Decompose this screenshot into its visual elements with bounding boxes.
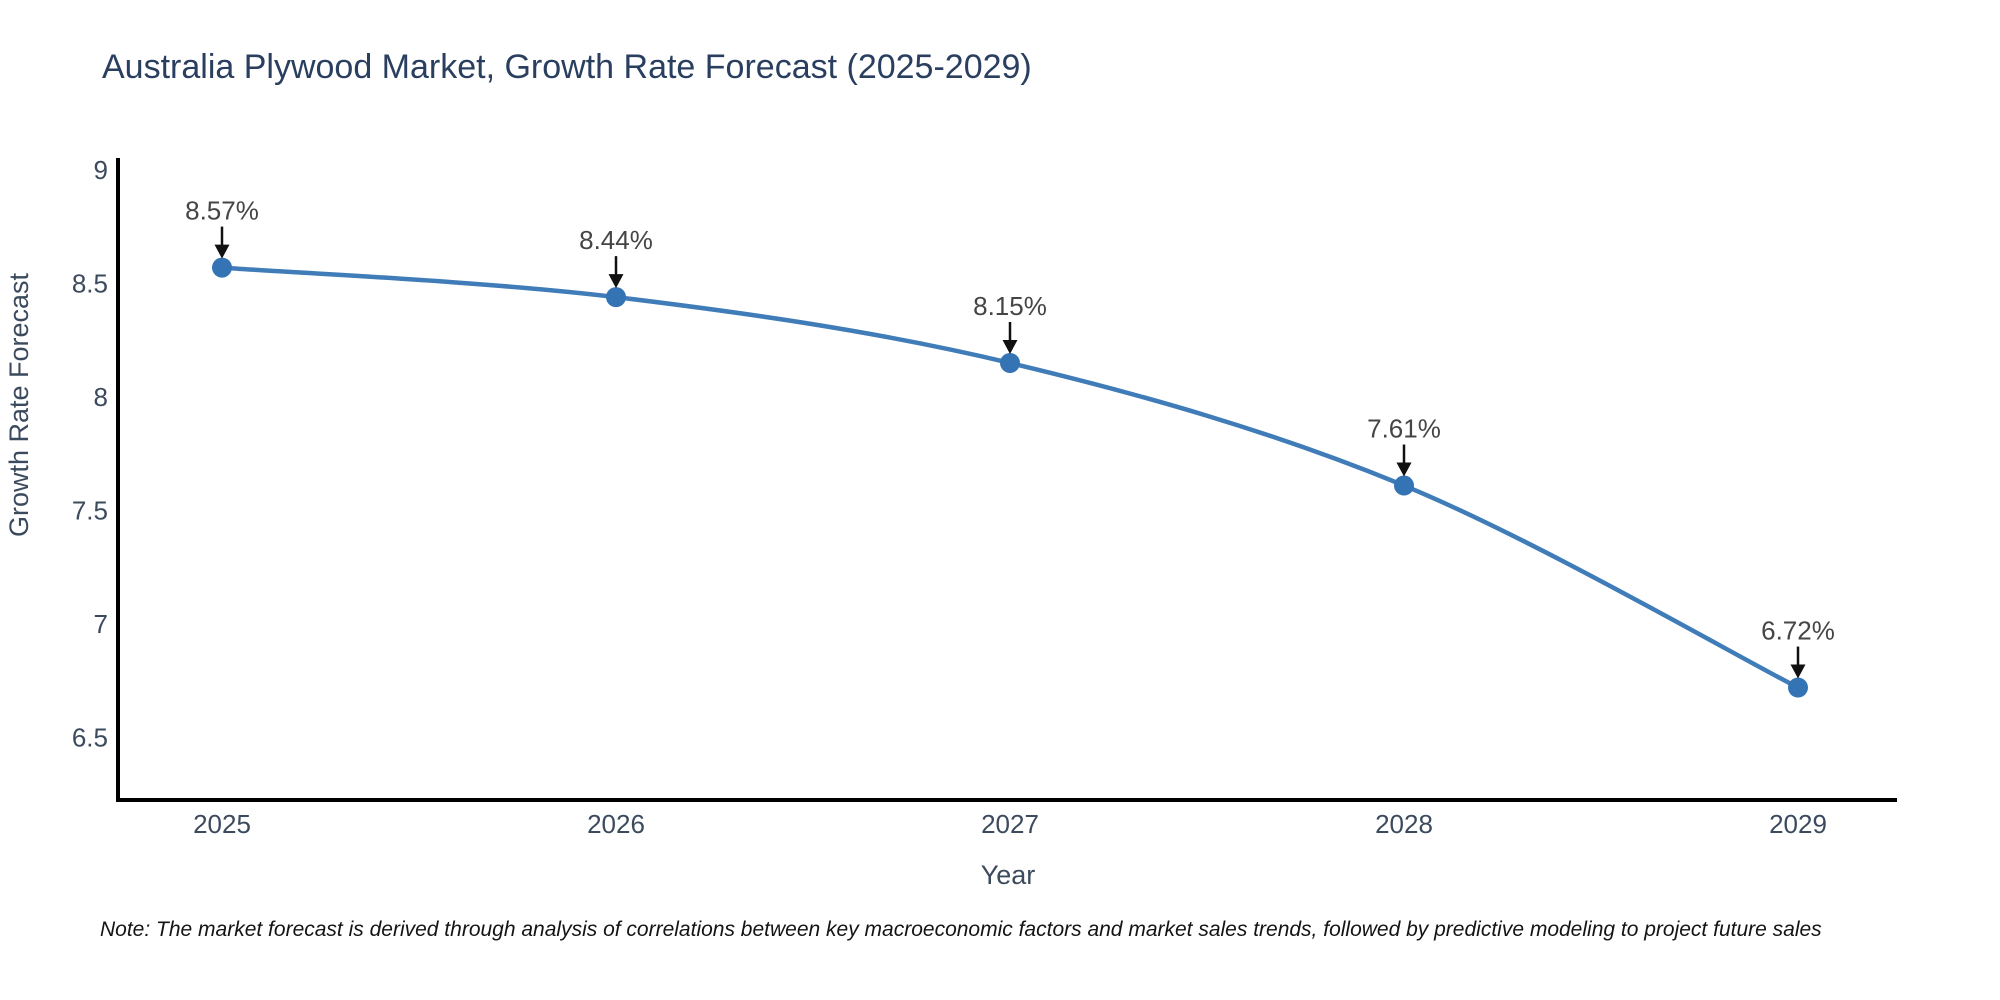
note-text: Note: The market forecast is derived thr… [100,918,1822,941]
data-point-marker [212,257,232,278]
point-annotation-label: 8.15% [973,291,1047,321]
y-axis-title: Growth Rate Forecast [4,272,34,537]
y-tick-label: 7.5 [72,496,108,526]
y-tick-label: 6.5 [72,723,108,753]
y-tick-label: 7 [94,609,108,639]
x-tick-label: 2027 [981,809,1039,839]
x-tick-label: 2026 [587,809,645,839]
y-tick-label: 9 [94,155,108,185]
point-annotation-label: 8.57% [185,196,259,226]
annotation-arrowhead-icon [1396,462,1412,477]
y-tick-label: 8.5 [72,269,108,299]
data-point-marker [1000,352,1020,373]
annotation-arrowhead-icon [214,244,230,259]
x-tick-label: 2025 [193,809,251,839]
x-tick-label: 2029 [1769,809,1827,839]
x-tick-label: 2028 [1375,809,1433,839]
annotation-arrowhead-icon [1002,339,1018,354]
chart-title: Australia Plywood Market, Growth Rate Fo… [102,48,1032,86]
annotation-arrowhead-icon [1790,664,1806,679]
annotation-arrowhead-icon [608,274,624,289]
point-annotation-label: 6.72% [1761,616,1835,646]
data-point-marker [1788,677,1808,698]
point-annotation-label: 7.61% [1367,414,1441,444]
plot-area: 6.5 7 7.5 8 8.5 9 2025 2026 2027 2028 2029 8.57% 8.4… [72,155,1835,839]
y-tick-label: 8 [94,382,108,412]
x-axis-title: Year [981,860,1036,890]
point-annotation-label: 8.44% [579,225,653,255]
data-point-marker [606,287,626,308]
data-point-marker [1394,475,1414,496]
